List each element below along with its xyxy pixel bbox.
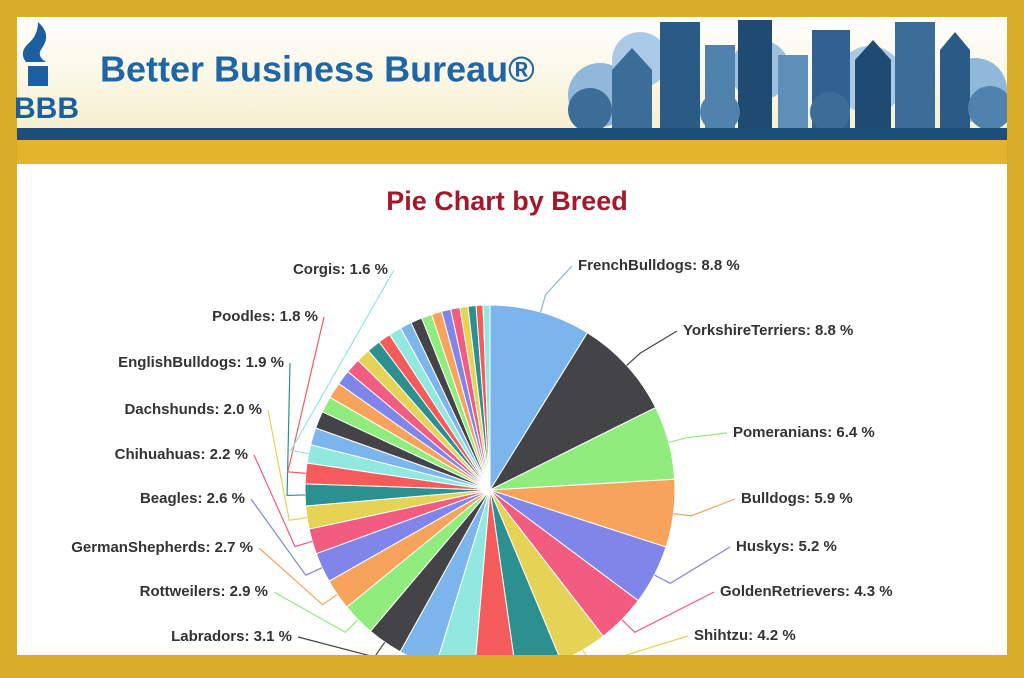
pie-slice [489, 489, 604, 655]
label-connector [297, 636, 386, 655]
header-title: Better Business Bureau® [100, 49, 535, 90]
slice-label: Pomeranians: 6.4 % [733, 424, 875, 441]
label-connector [621, 591, 715, 634]
label-connector [253, 454, 313, 548]
skyline [568, 20, 1007, 132]
slice-label: Beagles: 2.6 % [140, 490, 245, 507]
slice-label: Labradors: 3.1 % [171, 628, 292, 645]
label-connector [250, 498, 323, 576]
slice-label: FrenchBulldogs: 8.8 % [578, 257, 740, 274]
slice-label: Dachshunds: 2.0 % [124, 401, 262, 418]
slice-label: Corgis: 1.6 % [293, 261, 388, 278]
header-rule [17, 128, 1007, 140]
label-connector [582, 635, 689, 655]
pie-slice [489, 304, 589, 492]
logo-text: BBB [14, 92, 79, 125]
label-connector [273, 591, 359, 634]
slice-label: GoldenRetrievers: 4.3 % [720, 583, 893, 600]
slice-label: Shihtzu: 4.2 % [694, 627, 796, 644]
pie-slice [475, 489, 515, 655]
label-connector [654, 546, 731, 584]
pie: FrenchBulldogs: 8.8 % YorkshireTerriers: … [71, 257, 893, 655]
label-connector [540, 265, 573, 313]
label-connector [267, 409, 308, 521]
label-connector [668, 432, 728, 444]
label-connector [258, 547, 338, 606]
pie-slice [489, 489, 560, 655]
slice-label: Bulldogs: 5.9 % [741, 490, 853, 507]
slice-label: Poodles: 1.8 % [212, 308, 318, 325]
slice-label: YorkshireTerriers: 8.8 % [683, 322, 853, 339]
slice-label: Huskys: 5.2 % [736, 538, 837, 555]
slice-label: GermanShepherds: 2.7 % [71, 539, 253, 556]
label-connector [286, 362, 306, 497]
label-connector [673, 498, 736, 517]
slice-label: Rottweilers: 2.9 % [140, 583, 268, 600]
slice-label: EnglishBulldogs: 1.9 % [118, 354, 284, 371]
label-connector [626, 330, 678, 366]
chart-title: Pie Chart by Breed [386, 186, 628, 216]
logo: BBB [14, 22, 79, 125]
header-band [17, 140, 1007, 164]
slice-label: Chihuahuas: 2.2 % [115, 446, 248, 463]
label-connector [287, 316, 325, 475]
label-connector [289, 269, 395, 455]
pie-slice [482, 304, 491, 491]
